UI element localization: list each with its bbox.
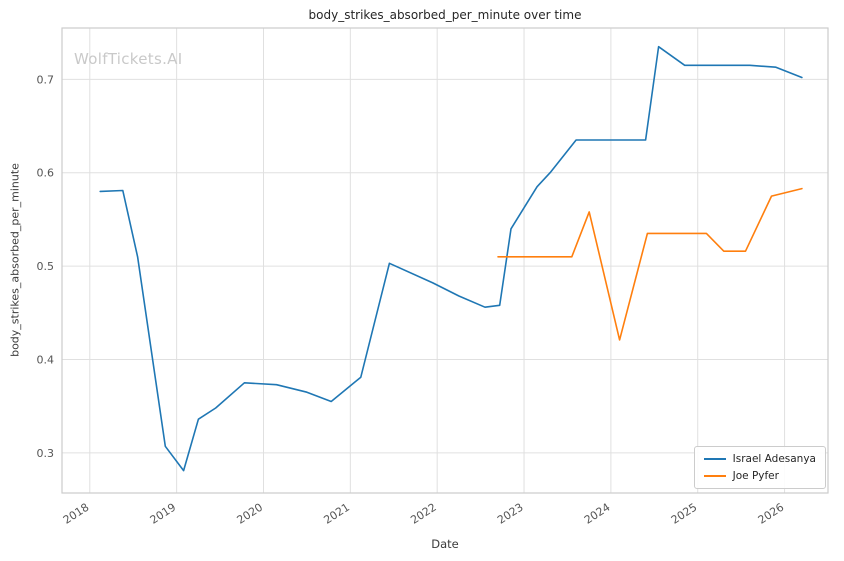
x-tick-label: 2026 — [756, 501, 787, 527]
y-tick-label: 0.7 — [37, 73, 55, 86]
y-tick-label: 0.6 — [37, 167, 55, 180]
legend-item-israel-adesanya: Israel Adesanya — [703, 453, 816, 465]
legend: Israel Adesanya Joe Pyfer — [693, 446, 826, 489]
chart-title: body_strikes_absorbed_per_minute over ti… — [308, 8, 582, 22]
plot-border — [61, 27, 829, 494]
series-line-israel-adesanya — [99, 45, 803, 472]
x-tick-label: 2022 — [408, 501, 439, 527]
y-tick-label: 0.4 — [37, 353, 55, 366]
series-line-joe-pyfer — [497, 187, 803, 341]
legend-label: Joe Pyfer — [732, 470, 779, 482]
x-tick-label: 2020 — [235, 501, 266, 527]
legend-item-joe-pyfer: Joe Pyfer — [703, 470, 816, 482]
y-tick-label: 0.5 — [37, 260, 55, 273]
legend-label: Israel Adesanya — [732, 453, 816, 465]
y-tick-label: 0.3 — [37, 447, 55, 460]
y-axis-label: body_strikes_absorbed_per_minute — [8, 163, 22, 357]
x-tick-label: 2023 — [495, 501, 526, 527]
watermark: WolfTickets.AI — [74, 50, 183, 68]
x-tick-label: 2018 — [61, 501, 92, 527]
legend-line-swatch — [703, 475, 726, 477]
x-tick-label: 2021 — [321, 501, 352, 527]
x-tick-label: 2019 — [148, 501, 179, 527]
x-tick-label: 2024 — [582, 501, 613, 527]
x-tick-label: 2025 — [669, 501, 700, 527]
legend-line-swatch — [703, 458, 726, 460]
x-axis-label: Date — [431, 537, 459, 551]
